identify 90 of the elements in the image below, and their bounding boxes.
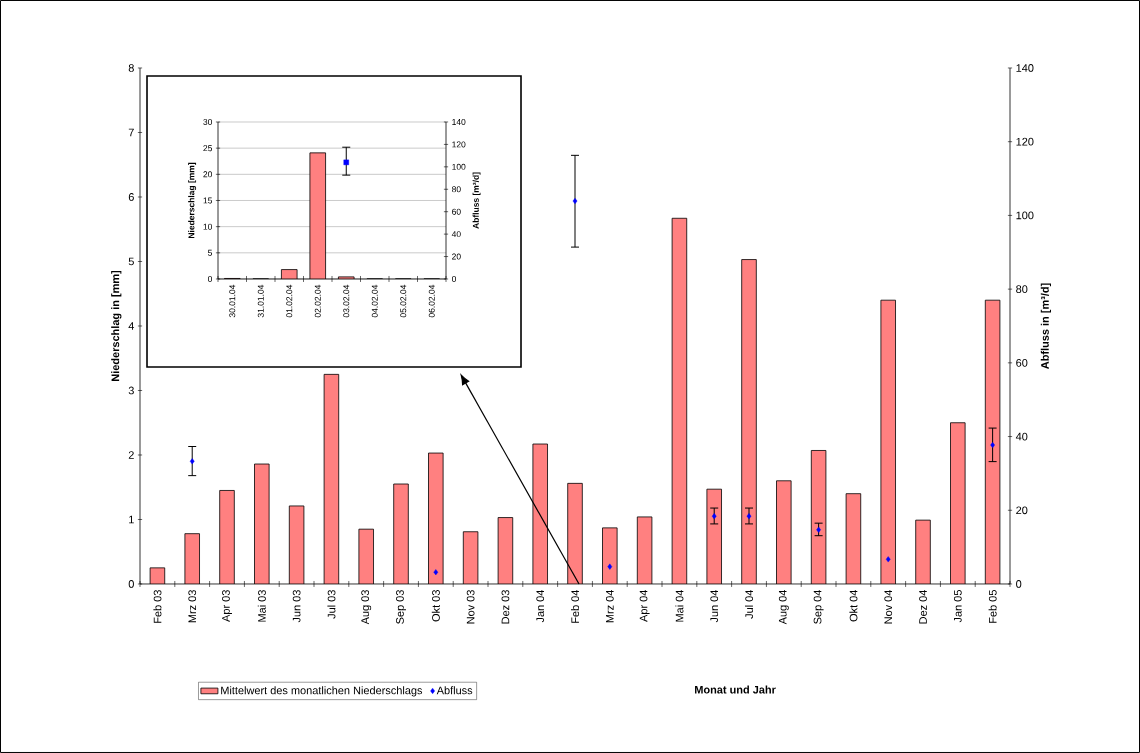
- y-tick-label: 20: [203, 171, 213, 178]
- y-tick-label: 1: [129, 515, 134, 524]
- y2-tick-label: 60: [1016, 358, 1028, 367]
- x-tick-label: Jun 04: [710, 589, 719, 623]
- y-tick-label: 30: [203, 118, 213, 125]
- y2-tick-label: 100: [452, 163, 466, 170]
- y2-tick-label: 120: [1016, 137, 1034, 146]
- y2-tick-label: 100: [1016, 211, 1034, 220]
- bar: [915, 520, 931, 584]
- x-tick-label: 05.02.04: [400, 284, 407, 318]
- x-tick-label: Mai 03: [257, 590, 266, 622]
- x-axis-title: Monat und Jahr: [695, 685, 776, 694]
- x-tick-label: 31.01.04: [257, 284, 264, 318]
- y-tick-label: 5: [128, 257, 134, 266]
- x-tick-label: Apr 04: [639, 589, 650, 622]
- y-tick-label: 3: [128, 386, 134, 395]
- x-tick-label: Feb 04: [570, 589, 580, 623]
- point: [433, 569, 439, 576]
- y-tick-label: 15: [203, 197, 213, 204]
- point: [885, 556, 891, 563]
- bar: [984, 299, 1001, 584]
- y-tick-label: 6: [128, 193, 134, 201]
- bar: [811, 450, 826, 584]
- y2-axis-title: Abfluss [m³/d]: [472, 172, 481, 229]
- x-tick-label: Mrz 04: [605, 589, 614, 623]
- bar: [428, 453, 444, 584]
- y2-axis-title: Abfluss in [m³/d]: [1040, 283, 1051, 369]
- x-tick-label: Dez 04: [919, 589, 927, 624]
- x-tick-label: Mrz 03: [188, 590, 197, 623]
- bar: [219, 490, 235, 584]
- y-tick-label: 10: [203, 223, 213, 230]
- y-tick-label: 8: [128, 64, 134, 72]
- y2-tick-label: 20: [452, 253, 461, 260]
- y-tick-label: 5: [208, 249, 213, 256]
- bar: [741, 259, 757, 584]
- x-tick-label: Mai 04: [675, 589, 684, 622]
- point: [572, 198, 578, 205]
- y-axis-title: Niederschlag in [mm]: [111, 270, 122, 381]
- x-tick-label: Apr 03: [222, 590, 232, 622]
- x-tick-label: Feb 03: [153, 590, 162, 623]
- x-tick-label: Okt 04: [849, 589, 858, 622]
- bar: [393, 484, 409, 584]
- x-tick-label: Jun 03: [292, 590, 301, 623]
- point: [607, 563, 613, 570]
- x-tick-label: 06.02.04: [428, 284, 435, 318]
- y-tick-label: 7: [128, 128, 134, 137]
- point: [990, 442, 995, 449]
- point: [711, 513, 717, 520]
- y2-tick-label: 40: [1015, 432, 1028, 441]
- bar: [880, 300, 896, 584]
- x-tick-label: Sep 04: [813, 589, 824, 624]
- x-tick-label: Aug 04: [778, 589, 789, 625]
- x-tick-label: Jul 04: [744, 589, 754, 619]
- x-tick-label: Jan 04: [536, 589, 545, 623]
- y2-tick-label: 80: [452, 186, 461, 193]
- y2-tick-label: 140: [1016, 64, 1034, 72]
- y2-tick-label: 120: [452, 141, 466, 148]
- x-tick-label: Feb 05: [988, 590, 997, 623]
- point: [816, 526, 821, 533]
- point: [746, 513, 752, 520]
- x-tick-label: 30.01.04: [229, 284, 236, 318]
- y-tick-label: 25: [203, 145, 213, 152]
- x-tick-label: Okt 03: [431, 590, 440, 622]
- y2-tick-label: 140: [452, 118, 466, 125]
- x-tick-label: Dez 03: [501, 590, 510, 624]
- x-tick-label: 02.02.04: [314, 284, 321, 318]
- legend-label: Abfluss: [436, 686, 473, 695]
- bar: [567, 483, 583, 584]
- x-tick-label: Nov 03: [466, 590, 475, 624]
- legend-label: Mittelwert des monatlichen Niederschlags: [221, 686, 423, 697]
- x-tick-label: 03.02.04: [343, 284, 350, 318]
- y2-tick-label: 60: [452, 208, 461, 215]
- x-tick-label: 01.02.04: [286, 284, 293, 318]
- point: [189, 458, 195, 465]
- x-tick-label: Aug 03: [361, 590, 372, 625]
- x-tick-label: 04.02.04: [371, 284, 378, 318]
- y-tick-label: 0: [128, 580, 134, 588]
- y-tick-label: 4: [128, 322, 135, 330]
- y2-tick-label: 20: [1016, 506, 1028, 515]
- x-tick-label: Jan 05: [953, 590, 962, 623]
- y2-tick-label: 0: [1016, 580, 1022, 588]
- x-tick-label: Sep 03: [396, 590, 406, 624]
- x-tick-label: Nov 04: [884, 589, 893, 624]
- y-tick-label: 0: [207, 275, 213, 282]
- y2-tick-label: 40: [451, 231, 461, 238]
- y-axis-title: Niederschlag [mm]: [188, 162, 197, 239]
- y2-tick-label: 80: [1016, 285, 1028, 294]
- y2-tick-label: 0: [451, 275, 457, 282]
- x-tick-label: Jul 03: [327, 590, 336, 619]
- y-tick-label: 2: [128, 451, 134, 459]
